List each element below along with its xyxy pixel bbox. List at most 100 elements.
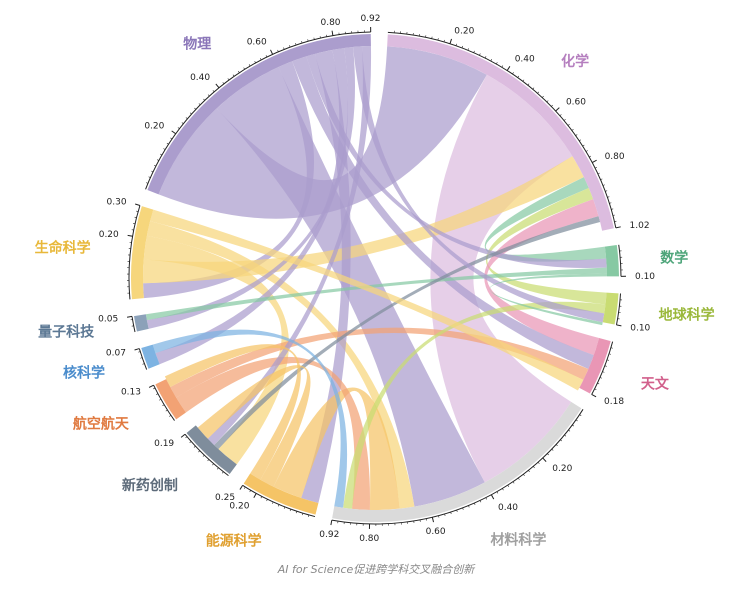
minor-tick <box>160 153 163 156</box>
chord <box>207 46 372 446</box>
minor-tick <box>307 39 309 42</box>
sector-label: 天文 <box>641 375 670 392</box>
tick-mark <box>615 226 621 229</box>
minor-tick <box>295 511 298 514</box>
minor-tick <box>203 98 206 101</box>
minor-tick <box>169 415 172 417</box>
caption: AI for Science促进跨学科交叉融合创新 <box>277 563 477 576</box>
chord <box>197 365 311 487</box>
minor-tick <box>502 488 504 491</box>
tick-mark <box>253 493 257 499</box>
minor-tick <box>612 214 615 216</box>
chord <box>485 187 607 305</box>
tick-mark <box>239 485 244 490</box>
minor-tick <box>212 90 215 93</box>
minor-tick <box>462 507 464 510</box>
minor-tick <box>579 414 582 416</box>
chord <box>150 209 584 391</box>
tick-label: 0.60 <box>247 38 267 48</box>
minor-tick <box>527 83 530 86</box>
tick-label: 0.20 <box>552 464 572 474</box>
minor-tick <box>473 50 475 53</box>
tick-mark <box>330 520 333 526</box>
minor-tick <box>533 466 535 469</box>
tick-label: 0.60 <box>566 98 586 108</box>
minor-tick <box>455 43 457 46</box>
minor-tick <box>528 470 530 473</box>
minor-tick <box>501 65 504 68</box>
tick-mark <box>148 384 154 388</box>
chord <box>145 267 607 321</box>
sector-arc <box>155 379 186 420</box>
minor-tick <box>295 42 297 46</box>
sector-arc <box>332 401 582 522</box>
tick-mark <box>180 433 186 438</box>
minor-tick <box>198 450 201 453</box>
minor-tick <box>512 481 515 484</box>
minor-tick <box>606 359 610 361</box>
minor-tick <box>572 424 575 427</box>
minor-tick <box>611 208 614 210</box>
minor-tick <box>148 176 151 178</box>
minor-tick <box>145 182 149 184</box>
minor-tick <box>163 148 166 150</box>
tick-mark <box>270 49 274 55</box>
minor-tick <box>461 45 463 48</box>
minor-tick <box>456 509 458 513</box>
minor-tick <box>156 159 159 161</box>
minor-tick <box>266 499 268 502</box>
minor-tick <box>571 129 574 131</box>
tick-label: 0.20 <box>144 122 164 132</box>
minor-tick <box>609 202 612 204</box>
tick-mark <box>127 315 133 318</box>
minor-tick <box>260 57 262 61</box>
sector-label: 数学 <box>660 250 688 267</box>
sector-arc <box>243 473 319 515</box>
minor-tick <box>605 190 608 192</box>
minor-tick <box>207 94 210 97</box>
minor-tick <box>560 439 563 442</box>
minor-tick <box>597 382 600 385</box>
tick-mark <box>591 159 597 163</box>
minor-tick <box>610 347 613 349</box>
minor-tick <box>507 484 510 487</box>
sector-label: 物理 <box>183 36 211 53</box>
minor-tick <box>537 91 540 94</box>
tick-label: 0.20 <box>454 26 474 36</box>
minor-tick <box>551 448 554 451</box>
axis-line <box>331 409 584 525</box>
minor-tick <box>249 490 251 493</box>
minor-tick <box>243 486 246 489</box>
chord <box>142 156 584 284</box>
minor-tick <box>155 393 159 395</box>
axis-line <box>387 31 617 228</box>
minor-tick <box>517 75 520 78</box>
minor-tick <box>165 409 168 412</box>
axis-line <box>591 341 614 395</box>
tick-mark <box>506 66 511 71</box>
minor-tick <box>222 82 225 85</box>
sector-label: 材料科学 <box>490 532 546 549</box>
minor-tick <box>189 112 192 115</box>
tick-mark <box>431 517 435 523</box>
minor-tick <box>177 127 180 129</box>
sector-label: 新药创制 <box>122 477 178 494</box>
minor-tick <box>567 123 570 126</box>
chord <box>152 329 348 508</box>
minor-tick <box>496 62 498 65</box>
minor-tick <box>166 142 169 145</box>
chord <box>484 199 600 356</box>
chord <box>216 67 485 507</box>
minor-tick <box>575 419 578 422</box>
minor-tick <box>450 511 452 515</box>
tick-label: 0.80 <box>359 534 379 544</box>
tick-mark <box>542 457 547 462</box>
minor-tick <box>138 351 141 353</box>
minor-tick <box>484 56 487 59</box>
minor-tick <box>277 504 280 507</box>
minor-tick <box>170 137 173 140</box>
tick-mark <box>135 203 141 206</box>
tick-label: 0.40 <box>515 55 535 65</box>
minor-tick <box>608 353 612 355</box>
